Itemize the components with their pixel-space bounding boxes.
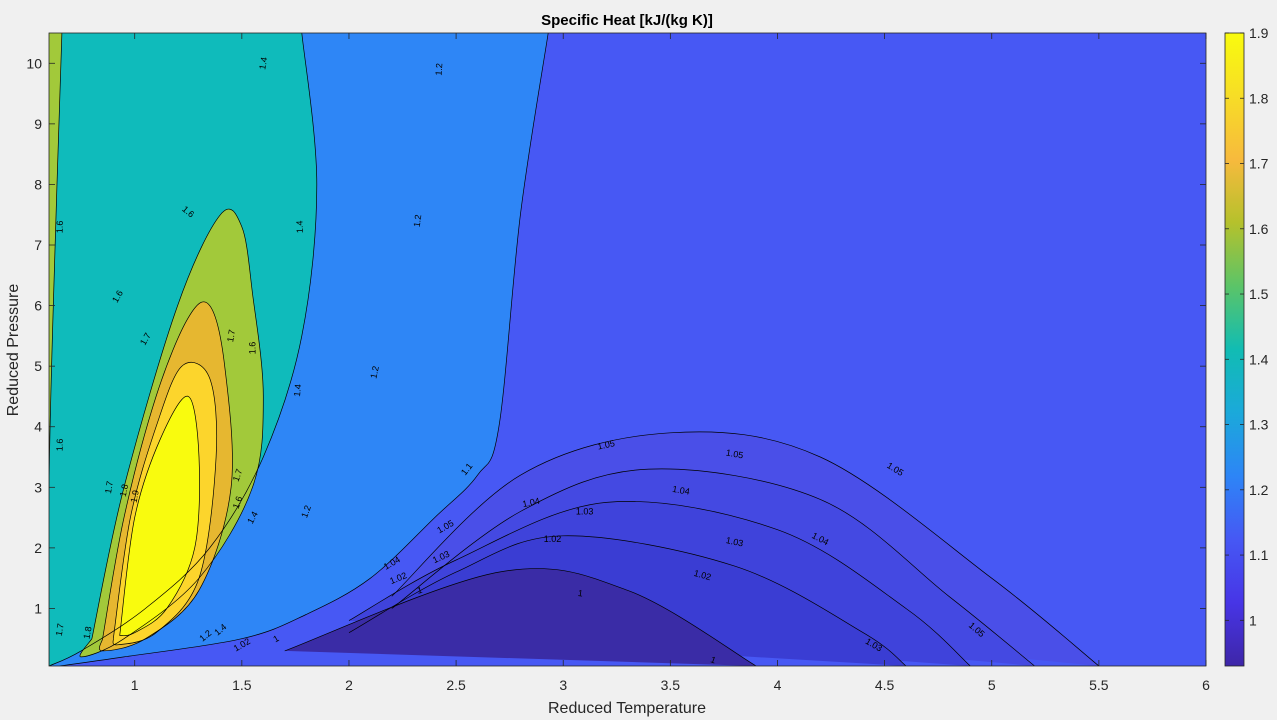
y-tick-label: 1 xyxy=(34,600,42,616)
contour-label-1-7: 1.7 xyxy=(103,480,115,494)
x-tick-label: 6 xyxy=(1202,677,1210,693)
plot-frame xyxy=(48,32,1207,667)
contour-label-1-8: 1.8 xyxy=(82,626,94,640)
contour-label-1: 1 xyxy=(709,654,717,665)
contour-label-1-4: 1.4 xyxy=(257,56,269,70)
contour-label-1-03: 1.03 xyxy=(725,535,744,548)
contour-label-1: 1 xyxy=(416,585,423,596)
contour-label-1-05: 1.05 xyxy=(725,448,744,461)
contour-label-1-8: 1.8 xyxy=(118,483,130,497)
contour-label-1-7: 1.7 xyxy=(231,468,245,483)
x-tick-label: 5.5 xyxy=(1089,677,1109,693)
colorbar-tick-label: 1.5 xyxy=(1249,286,1269,302)
contour-label-1-4: 1.4 xyxy=(294,220,304,233)
y-tick-label: 6 xyxy=(34,298,42,314)
y-tick-label: 5 xyxy=(34,358,42,374)
contour-label-1-2: 1.2 xyxy=(368,365,380,379)
y-tick-label: 9 xyxy=(34,116,42,132)
y-tick-label: 7 xyxy=(34,237,42,253)
contour-fills xyxy=(49,33,1099,666)
colorbar-tick-label: 1 xyxy=(1249,612,1257,628)
contour-line-1-9 xyxy=(119,396,200,637)
contour-label-1-03: 1.03 xyxy=(576,507,594,517)
contour-line-1-4 xyxy=(49,33,63,666)
contour-label-1-7: 1.7 xyxy=(225,329,237,343)
contour-line-1-03 xyxy=(348,501,971,666)
contour-label-1-04: 1.04 xyxy=(672,484,691,497)
contour-label-1-05: 1.05 xyxy=(596,438,615,451)
contour-line-1-05 xyxy=(391,431,1100,666)
contour-line-1-02 xyxy=(348,535,907,666)
contour-line-1-1 xyxy=(59,33,549,666)
contour-label-1-2: 1.2 xyxy=(299,504,313,519)
contour-label-1-6: 1.6 xyxy=(54,220,64,233)
colorbar xyxy=(1224,32,1245,667)
contour-line-1-6 xyxy=(79,208,264,658)
contour-label-1: 1 xyxy=(577,588,583,599)
contour-line-1-04 xyxy=(391,468,1035,666)
contour-label-1-9: 1.9 xyxy=(129,489,141,503)
y-tick-label: 4 xyxy=(34,419,42,435)
contour-fill-1 xyxy=(284,568,757,666)
y-axis-label: Reduced Pressure xyxy=(5,284,22,417)
contour-label-1-7: 1.7 xyxy=(54,623,66,637)
contour-label-1-02: 1.02 xyxy=(544,534,562,544)
y-tick-label: 8 xyxy=(34,176,42,192)
colorbar-tick-label: 1.3 xyxy=(1249,417,1269,433)
contour-label-1: 1 xyxy=(271,633,280,644)
x-axis: 1 1.5 2 2.5 3 3.5 4 4.5 5 5.5 6 xyxy=(131,33,1210,693)
contour-line-1-8 xyxy=(112,362,218,646)
x-tick-label: 4 xyxy=(774,677,782,693)
contour-label-1-02: 1.02 xyxy=(693,568,713,582)
contour-lines xyxy=(49,33,1100,666)
contour-label-1-2: 1.2 xyxy=(412,214,424,228)
x-tick-label: 2.5 xyxy=(446,677,466,693)
contour-label-1-6: 1.6 xyxy=(231,495,245,510)
y-tick-label: 2 xyxy=(34,540,42,556)
x-tick-label: 1 xyxy=(131,677,139,693)
x-tick-label: 5 xyxy=(988,677,996,693)
colorbar-ticks: 1 1.1 1.2 1.3 1.4 1.5 1.6 1.7 1.8 1.9 xyxy=(1225,25,1269,628)
contour-label-1-04: 1.04 xyxy=(521,496,540,509)
colorbar-tick-label: 1.1 xyxy=(1249,547,1269,563)
contour-line-1-2 xyxy=(49,33,318,666)
contour-line-1 xyxy=(284,568,757,666)
colorbar-tick-label: 1.8 xyxy=(1249,90,1269,106)
contour-label-1-4: 1.4 xyxy=(292,384,303,397)
x-axis-label: Reduced Temperature xyxy=(548,700,706,717)
x-tick-label: 1.5 xyxy=(232,677,252,693)
contour-fill-1-9 xyxy=(119,396,200,636)
x-tick-label: 4.5 xyxy=(875,677,895,693)
x-tick-label: 3.5 xyxy=(661,677,681,693)
contour-label-1-2: 1.2 xyxy=(434,63,445,76)
x-tick-label: 3 xyxy=(559,677,567,693)
contour-fill-1-4 xyxy=(49,33,62,666)
colorbar-tick-label: 1.6 xyxy=(1249,221,1269,237)
colorbar-tick-label: 1.9 xyxy=(1249,25,1269,41)
colorbar-tick-label: 1.2 xyxy=(1249,482,1269,498)
x-tick-label: 2 xyxy=(345,677,353,693)
chart-title: Specific Heat [kJ/(kg K)] xyxy=(541,12,713,29)
y-axis: 1 2 3 4 5 6 7 8 9 10 xyxy=(26,55,1206,616)
colorbar-tick-label: 1.7 xyxy=(1249,156,1269,172)
y-tick-label: 3 xyxy=(34,479,42,495)
contour-line-1-7 xyxy=(99,301,233,652)
colorbar-tick-label: 1.4 xyxy=(1249,351,1269,367)
contour-label-1-6: 1.6 xyxy=(54,438,64,451)
contour-label-1-6: 1.6 xyxy=(248,342,258,355)
y-tick-label: 10 xyxy=(26,55,42,71)
